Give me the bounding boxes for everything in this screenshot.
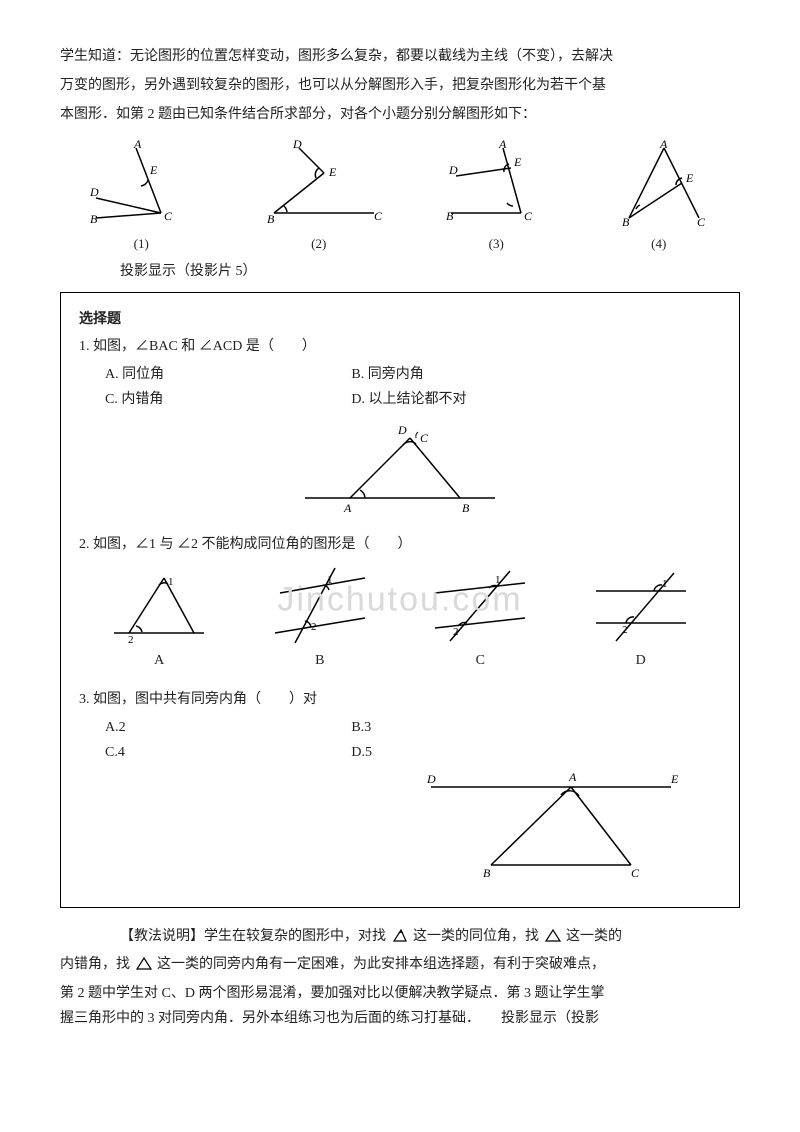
svg-text:E: E xyxy=(328,165,337,179)
slide-note: 投影显示（投影片 5） xyxy=(120,259,740,284)
q2-fig-c: 1 2 C xyxy=(403,563,557,673)
expl-4: 握三角形中的 3 对同旁内角．另外本组练习也为后面的练习打基础． 投影显示（投影 xyxy=(60,1011,599,1026)
svg-text:B: B xyxy=(483,866,491,880)
svg-text:C: C xyxy=(164,209,173,223)
q3-opt-d: D.5 xyxy=(351,740,597,765)
svg-text:D: D xyxy=(397,423,407,437)
q2-label-b: B xyxy=(243,648,397,673)
q1-opt-d: D. 以上结论都不对 xyxy=(351,387,597,412)
q1-figure: D C A B xyxy=(79,420,721,524)
diagram-1-label: (1) xyxy=(86,232,196,255)
q1-options: A. 同位角 B. 同旁内角 C. 内错角 D. 以上结论都不对 xyxy=(79,362,721,412)
q2-label-d: D xyxy=(564,648,718,673)
intro-line-3: 本图形．如第 2 题由已知条件结合所求部分，对各个小题分别分解图形如下： xyxy=(60,102,740,127)
svg-text:1: 1 xyxy=(495,574,501,586)
q2-fig-a: 1 2 A xyxy=(82,563,236,673)
q1-opt-c: C. 内错角 xyxy=(105,387,351,412)
svg-text:E: E xyxy=(685,171,694,185)
svg-text:1: 1 xyxy=(662,578,668,590)
intro-line-2: 万变的图形，另外遇到较复杂的图形，也可以从分解图形入手，把复杂图形化为若干个基 xyxy=(60,73,740,98)
expl-1a: 【教法说明】学生在较复杂的图形中，对找 xyxy=(120,929,390,944)
triangle-icon xyxy=(543,927,563,952)
box-heading: 选择题 xyxy=(79,307,721,332)
svg-text:D: D xyxy=(426,772,436,786)
svg-text:B: B xyxy=(267,212,275,226)
svg-text:C: C xyxy=(697,215,706,228)
expl-3: 第 2 题中学生对 C、D 两个图形易混淆，要加强对比以便解决教学疑点．第 3 … xyxy=(60,986,604,1001)
q1-stem: 1. 如图，∠BAC 和 ∠ACD 是（ ） xyxy=(79,334,721,359)
q3-stem: 3. 如图，图中共有同旁内角（ ）对 xyxy=(79,687,721,712)
q3-options: A.2 B.3 C.4 D.5 xyxy=(79,715,721,765)
svg-text:A: A xyxy=(343,501,352,515)
svg-text:A: A xyxy=(133,138,142,151)
diagram-4-label: (4) xyxy=(604,232,714,255)
q2-diagrams: 1 2 A 1 2 B xyxy=(79,563,721,673)
svg-text:B: B xyxy=(622,215,630,228)
expl-2b: 这一类的同旁内角有一定困难，为此安排本组选择题，有利于突破难点， xyxy=(157,957,605,972)
svg-text:B: B xyxy=(446,209,454,223)
svg-text:C: C xyxy=(631,866,640,880)
svg-text:2: 2 xyxy=(453,626,459,638)
triangle-icon xyxy=(134,955,154,980)
svg-text:1: 1 xyxy=(168,576,174,588)
diagram-2: D E B C (2) xyxy=(249,138,389,255)
explanation-block: 【教法说明】学生在较复杂的图形中，对找 这一类的同位角，找 这一类的 内错角，找… xyxy=(60,924,740,1031)
q2-fig-d: 1 2 D xyxy=(564,563,718,673)
diagram-3-svg: A E D B C xyxy=(441,138,551,228)
intro-line-1: 学生知道：无论图形的位置怎样变动，图形多么复杂，都要以截线为主线（不变），去解决 xyxy=(60,44,740,69)
expl-1b: 这一类的同位角，找 xyxy=(413,929,543,944)
svg-text:D: D xyxy=(448,163,458,177)
diagram-2-label: (2) xyxy=(249,232,389,255)
q3-opt-a: A.2 xyxy=(105,715,351,740)
svg-text:B: B xyxy=(462,501,470,515)
q1-opt-b: B. 同旁内角 xyxy=(351,362,597,387)
q2-fig-b: 1 2 B xyxy=(243,563,397,673)
svg-text:B: B xyxy=(90,212,98,226)
q3-opt-b: B.3 xyxy=(351,715,597,740)
diagram-3: A E D B C (3) xyxy=(441,138,551,255)
q2-label-a: A xyxy=(82,648,236,673)
q2-label-c: C xyxy=(403,648,557,673)
q2-stem: 2. 如图，∠1 与 ∠2 不能构成同位角的图形是（ ） xyxy=(79,532,721,557)
svg-text:D: D xyxy=(89,185,99,199)
svg-text:1: 1 xyxy=(327,574,333,586)
diagram-4-svg: A E B C xyxy=(604,138,714,228)
svg-text:E: E xyxy=(149,163,158,177)
svg-text:E: E xyxy=(670,772,679,786)
expl-1c: 这一类的 xyxy=(566,929,622,944)
diagram-4: A E B C (4) xyxy=(604,138,714,255)
triangle-icon xyxy=(390,927,410,952)
diagram-1-svg: A E D B C xyxy=(86,138,196,228)
svg-text:C: C xyxy=(374,209,383,223)
expl-2a: 内错角，找 xyxy=(60,957,134,972)
diagram-3-label: (3) xyxy=(441,232,551,255)
diagram-2-svg: D E B C xyxy=(249,138,389,228)
svg-text:A: A xyxy=(568,770,577,784)
diagram-1: A E D B C (1) xyxy=(86,138,196,255)
q1-opt-a: A. 同位角 xyxy=(105,362,351,387)
question-box: 选择题 1. 如图，∠BAC 和 ∠ACD 是（ ） A. 同位角 B. 同旁内… xyxy=(60,292,740,908)
svg-text:2: 2 xyxy=(311,621,317,633)
svg-text:2: 2 xyxy=(622,624,628,636)
svg-text:E: E xyxy=(513,155,522,169)
svg-text:C: C xyxy=(524,209,533,223)
top-diagram-row: A E D B C (1) D E B C (2) xyxy=(60,138,740,255)
svg-text:A: A xyxy=(659,138,668,151)
svg-text:C: C xyxy=(420,431,429,445)
svg-text:D: D xyxy=(292,138,302,151)
q3-opt-c: C.4 xyxy=(105,740,351,765)
q3-figure: D A E B C xyxy=(79,765,721,889)
svg-text:A: A xyxy=(498,138,507,151)
svg-text:2: 2 xyxy=(128,634,134,646)
